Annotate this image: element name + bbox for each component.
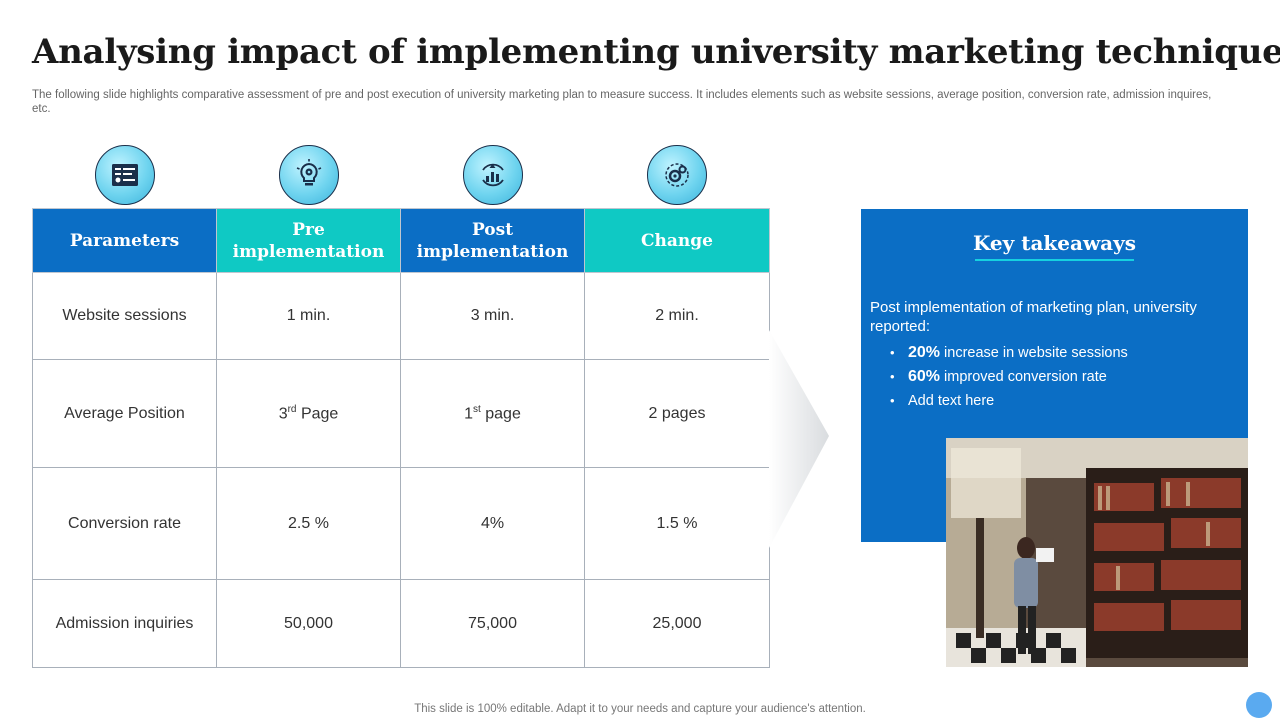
header-parameters: Parameters (32, 208, 217, 273)
parameter-cell: Conversion rate (32, 467, 217, 580)
table-row: Admission inquiries 50,000 75,000 25,000 (32, 579, 770, 668)
bullet-icon: • (890, 369, 895, 384)
bullet-icon: • (890, 393, 895, 408)
change-cell: 25,000 (584, 579, 770, 668)
slide-footer: This slide is 100% editable. Adapt it to… (414, 703, 866, 715)
pre-unit: Page (296, 405, 339, 423)
takeaways-list: • 20% increase in website sessions • 60% imp… (890, 341, 1128, 413)
pre-value: 3 (278, 405, 288, 423)
post-cell: 4% (400, 467, 585, 580)
parameter-cell: Average Position (32, 359, 217, 468)
change-cell: 2 pages (584, 359, 770, 468)
arrow-connector (769, 330, 829, 548)
table-header-row: Parameters Pre implementation Post imple… (32, 208, 770, 273)
takeaways-intro: Post implementation of marketing plan, u… (870, 299, 1197, 335)
change-cell: 2 min. (584, 272, 770, 360)
table-row: Conversion rate 2.5 % 4% 1.5 % (32, 467, 770, 580)
change-cell: 1.5 % (584, 467, 770, 580)
takeaway-stat: 20% (908, 344, 941, 361)
gears-icon (647, 145, 707, 205)
header-change: Change (584, 208, 770, 273)
pre-suffix: rd (287, 403, 297, 415)
bullet-icon: • (890, 345, 895, 360)
post-cell: 1st page (400, 359, 585, 468)
post-cell: 75,000 (400, 579, 585, 668)
title-underline (975, 259, 1134, 261)
table-row: Website sessions 1 min. 3 min. 2 min. (32, 272, 770, 360)
library-photo (946, 438, 1248, 667)
parameter-cell: Admission inquiries (32, 579, 217, 668)
post-suffix: st (473, 403, 481, 415)
post-unit: page (480, 405, 521, 423)
pre-cell: 1 min. (216, 272, 401, 360)
pre-cell: 3rd Page (216, 359, 401, 468)
list-item: • 20% increase in website sessions (890, 341, 1128, 365)
comparison-table: Parameters Pre implementation Post imple… (32, 208, 770, 668)
parameter-cell: Website sessions (32, 272, 217, 360)
takeaway-text: increase in website sessions (944, 345, 1128, 361)
dashboard-icon (95, 145, 155, 205)
post-value: 1 (464, 405, 474, 423)
list-item: • 60% improved conversion rate (890, 365, 1128, 389)
takeaway-text: improved conversion rate (944, 369, 1107, 385)
post-cell: 3 min. (400, 272, 585, 360)
pre-cell: 2.5 % (216, 467, 401, 580)
table-row: Average Position 3rd Page 1st page 2 pag… (32, 359, 770, 468)
corner-circle (1246, 692, 1272, 718)
header-pre-implementation: Pre implementation (216, 208, 401, 273)
takeaway-stat: 60% (908, 368, 941, 385)
slide-subtitle: The following slide highlights comparati… (32, 89, 1212, 115)
growth-chart-icon (463, 145, 523, 205)
slide-title: Analysing impact of implementing univers… (32, 32, 1280, 72)
header-post-implementation: Post implementation (400, 208, 585, 273)
takeaway-text: Add text here (908, 393, 995, 409)
lightbulb-gear-icon (279, 145, 339, 205)
pre-cell: 50,000 (216, 579, 401, 668)
key-takeaways-title: Key takeaways (972, 231, 1137, 255)
list-item: • Add text here (890, 389, 1128, 413)
